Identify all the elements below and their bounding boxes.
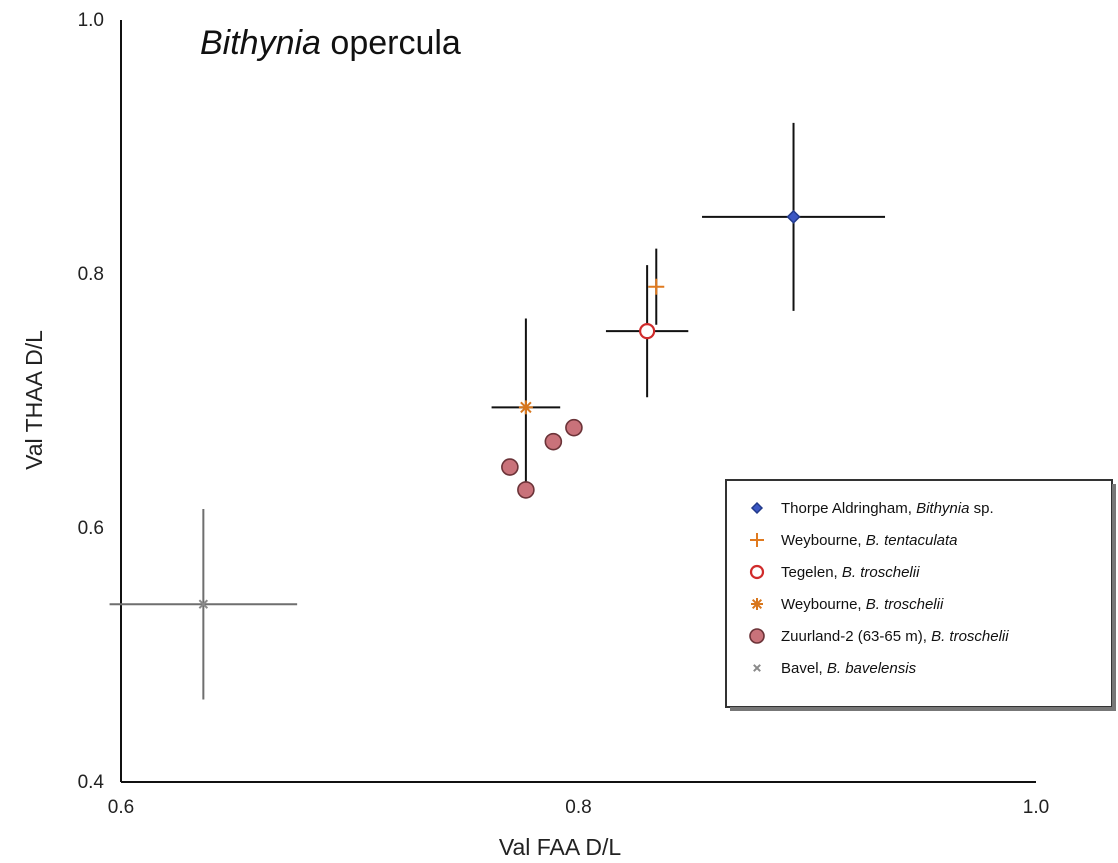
tick-labels: 0.6 0.8 1.00.40.60.81.0: [78, 10, 1050, 818]
legend-marker: [750, 533, 764, 547]
legend-marker: [749, 628, 765, 644]
legend-box: [725, 479, 1113, 708]
legend-label: Bavel, B. bavelensis: [781, 660, 917, 677]
data-point: [517, 481, 535, 499]
x-axis-label: Val FAA D/L: [499, 834, 622, 860]
data-point: [518, 400, 533, 415]
data-point: [565, 418, 583, 437]
x-tick-label: 1.0: [1023, 797, 1049, 818]
legend-label: Weybourne, B. troschelii: [781, 596, 944, 613]
legend-marker: [750, 501, 764, 515]
legend-entry: Weybourne, B. tentaculata: [750, 532, 958, 549]
data-point: [639, 323, 656, 340]
legend-shadow-bottom: [730, 707, 1116, 711]
title-genus: Bithynia: [200, 24, 321, 62]
legend-entry: Weybourne, B. troschelii: [751, 596, 944, 613]
legend-label: Tegelen, B. troschelii: [781, 564, 920, 581]
legend-entry: Bavel, B. bavelensis: [753, 660, 917, 677]
y-axis-label: Val THAA D/L: [21, 330, 47, 470]
legend-marker: [749, 564, 765, 580]
data-point: [198, 599, 209, 609]
legend-label: Zuurland-2 (63-65 m), B. troschelii: [781, 628, 1009, 645]
series-2: [605, 265, 689, 398]
legend-entry: Zuurland-2 (63-65 m), B. troschelii: [749, 628, 1009, 645]
x-tick-label: 0.8: [565, 797, 591, 818]
x-tick-label: 0.6: [108, 797, 134, 818]
series-0: [702, 122, 886, 311]
data-point: [786, 209, 801, 224]
legend-marker: [753, 664, 761, 672]
legend-label: Weybourne, B. tentaculata: [781, 532, 958, 549]
data-point: [648, 278, 665, 295]
data-point: [544, 432, 563, 451]
y-tick-label: 0.6: [78, 518, 104, 539]
chart-title: Bithynia opercula: [200, 24, 461, 62]
legend-label: Thorpe Aldringham, Bithynia sp.: [781, 500, 994, 517]
data-marks: [109, 122, 886, 700]
legend: Thorpe Aldringham, Bithynia sp. Weybourne…: [725, 479, 1116, 711]
series-3: [491, 318, 561, 497]
y-tick-label: 1.0: [78, 10, 104, 31]
y-tick-label: 0.4: [78, 772, 105, 793]
series-5: [109, 508, 298, 700]
series-1: [648, 248, 665, 325]
y-tick-label: 0.8: [78, 264, 104, 285]
axes: [120, 20, 1036, 783]
legend-entry: Thorpe Aldringham, Bithynia sp.: [750, 500, 994, 517]
legend-shadow-right: [1112, 484, 1116, 711]
legend-entry: Tegelen, B. troschelii: [749, 564, 920, 581]
title-rest: opercula: [321, 24, 461, 62]
data-point: [501, 458, 519, 476]
series-4: [501, 418, 583, 499]
legend-marker: [751, 598, 763, 610]
